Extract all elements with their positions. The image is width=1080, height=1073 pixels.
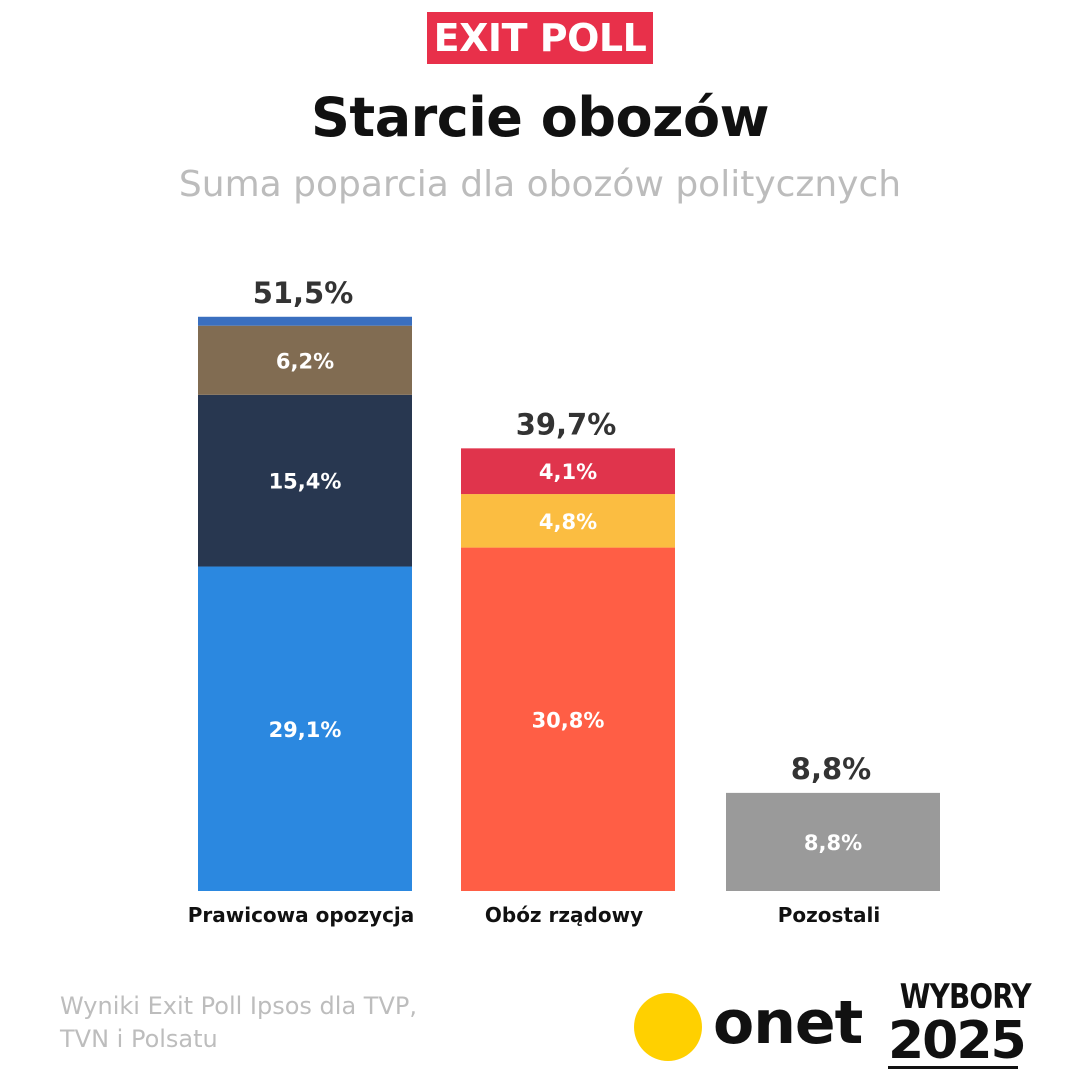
category-label: Pozostali	[778, 903, 880, 927]
onet-logo-text: onet	[713, 988, 863, 1058]
source-line-2: TVN i Polsatu	[60, 1025, 218, 1053]
bar-segment	[198, 316, 412, 326]
chart-title: Starcie obozów	[311, 86, 770, 149]
category-label: Obóz rządowy	[485, 903, 643, 927]
segment-value-label: 4,1%	[539, 460, 597, 484]
bar-segment	[198, 325, 412, 395]
bar-segment	[461, 448, 675, 495]
segment-value-label: 4,8%	[539, 510, 597, 534]
source-line-1: Wyniki Exit Poll Ipsos dla TVP,	[60, 992, 417, 1020]
bar-segment	[726, 792, 940, 891]
bar-segment	[461, 547, 675, 891]
source-note: Wyniki Exit Poll Ipsos dla TVP, TVN i Po…	[60, 990, 520, 1056]
wybory-logo-line1: WYBORY	[899, 977, 1032, 1017]
onet-logo-dot-icon	[634, 993, 702, 1061]
bar-segment	[198, 394, 412, 567]
wybory-2025-logo: WYBORY 2025	[888, 977, 1032, 1071]
segment-value-label: 6,2%	[276, 349, 334, 373]
bar-total-label: 51,5%	[253, 276, 354, 310]
bar-total-label: 8,8%	[791, 752, 871, 786]
segment-value-label: 30,8%	[532, 708, 605, 732]
exit-poll-badge: EXIT POLL	[427, 12, 653, 64]
category-label: Prawicowa opozycja	[188, 903, 415, 927]
segment-value-label: 8,8%	[804, 831, 862, 855]
bar-segment	[198, 566, 412, 891]
segment-value-label: 29,1%	[269, 718, 342, 742]
chart-subtitle: Suma poparcia dla obozów politycznych	[178, 164, 902, 205]
bar-segment	[461, 494, 675, 548]
wybory-logo-line2: 2025	[888, 1011, 1027, 1071]
bar-total-label: 39,7%	[516, 407, 617, 441]
segment-value-label: 15,4%	[269, 470, 342, 494]
